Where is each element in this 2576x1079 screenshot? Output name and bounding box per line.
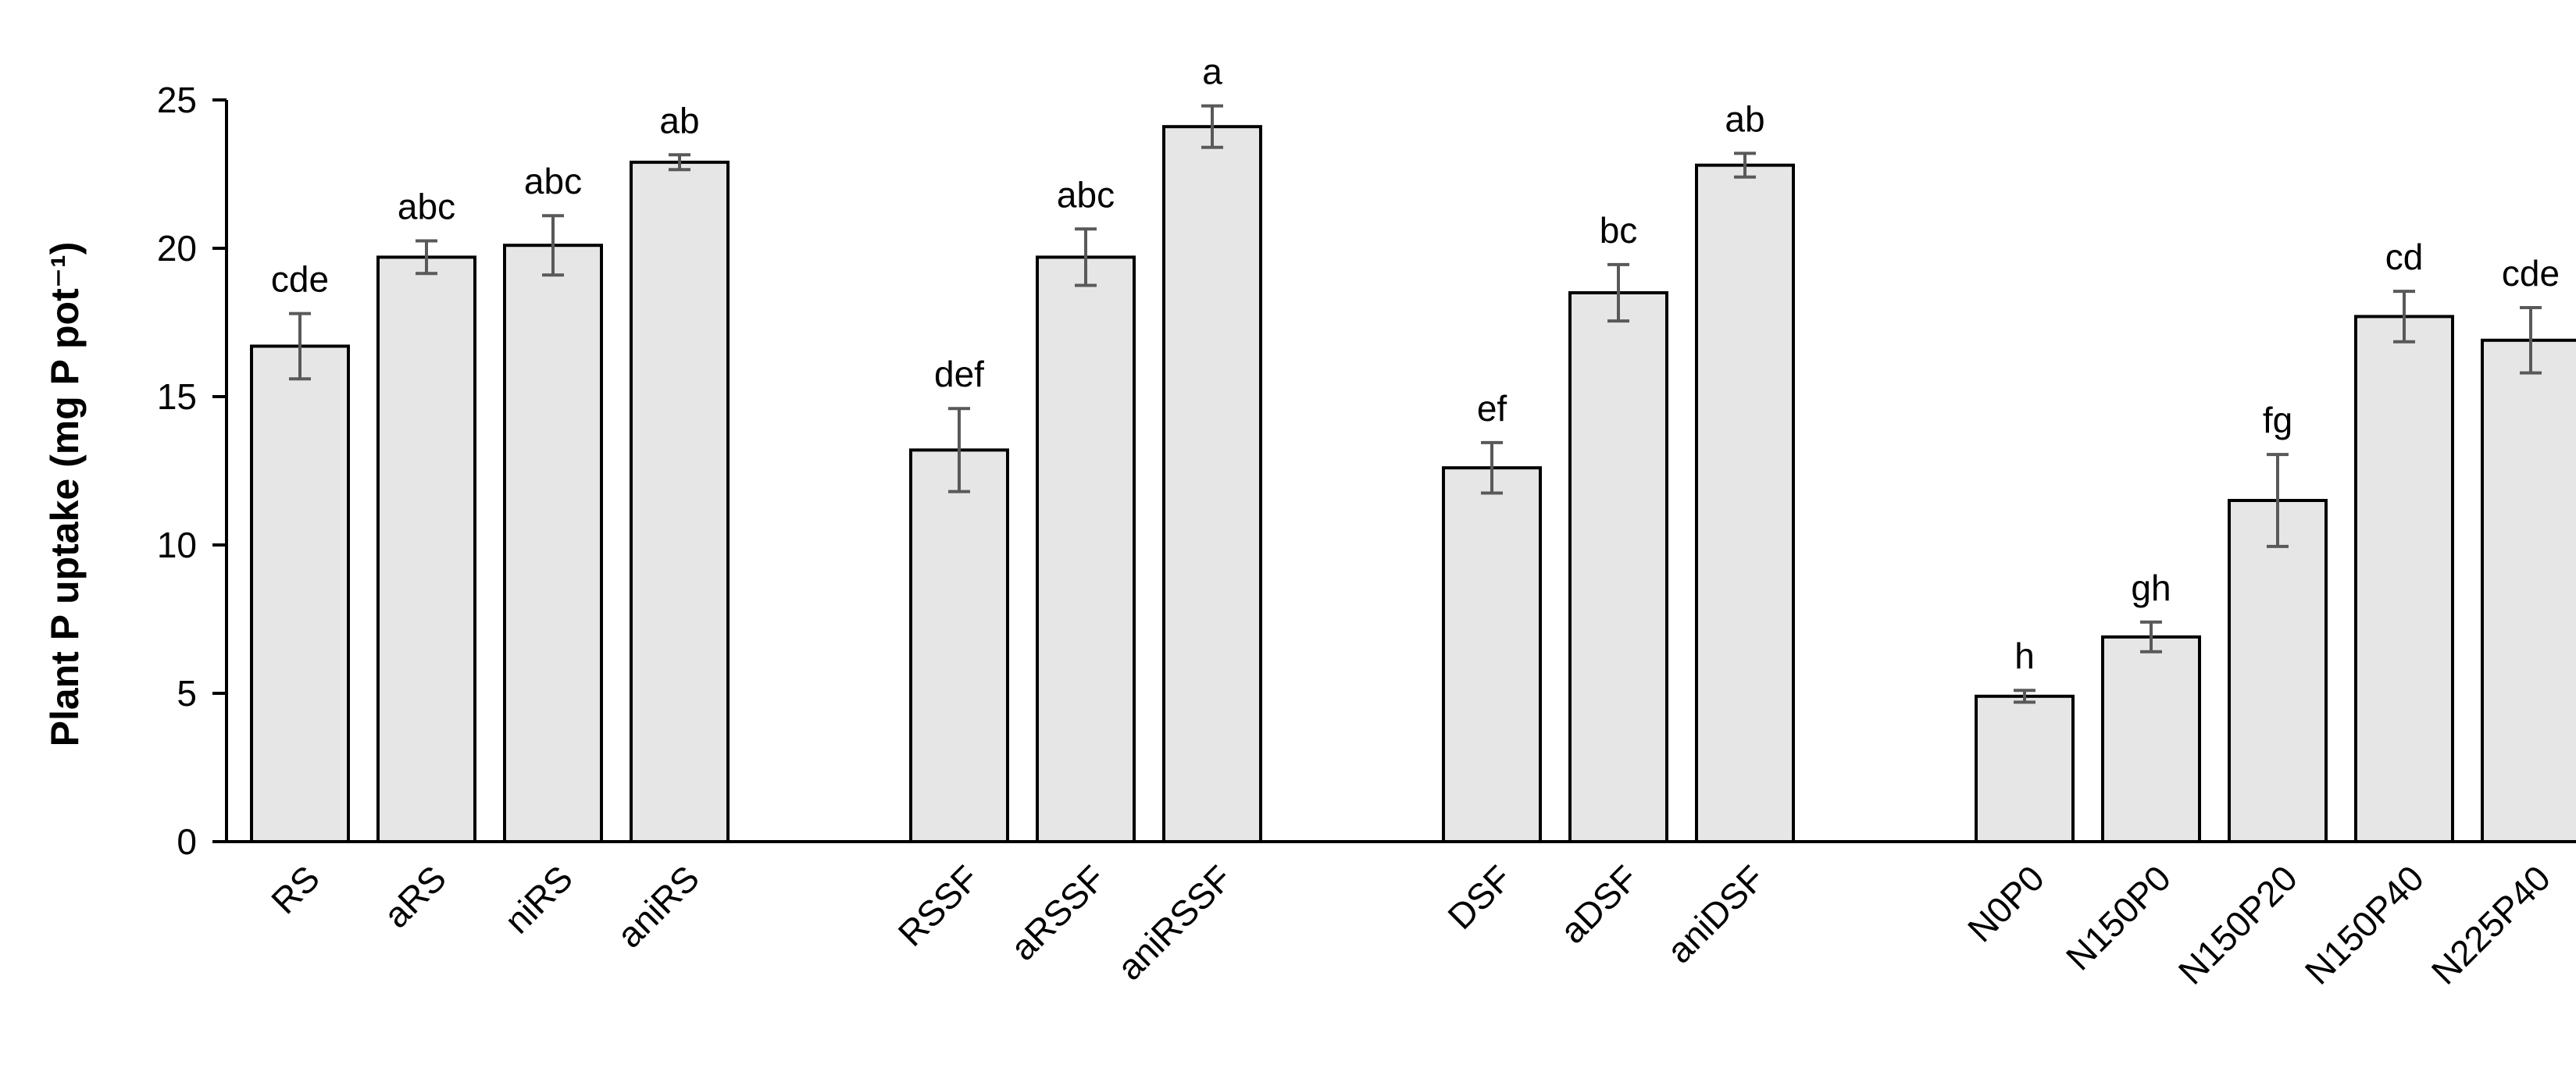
y-tick-label: 15 [157, 376, 197, 417]
error-bar [2520, 306, 2542, 375]
bar [503, 244, 603, 843]
significance-letter: a [1202, 52, 1222, 92]
error-bar [1481, 440, 1503, 495]
x-category-label: aRSSF [1002, 857, 1113, 968]
x-category-label: RS [263, 857, 327, 921]
y-axis-title: Plant P uptake (mg P pot⁻¹) [43, 242, 87, 747]
bar [2354, 315, 2454, 843]
x-category-label: aRS [376, 857, 454, 935]
error-bar [1607, 262, 1629, 323]
y-tick-label: 10 [157, 525, 197, 565]
y-tick-label: 20 [157, 228, 197, 269]
bar [2228, 499, 2328, 843]
significance-letter: ab [659, 100, 699, 141]
significance-letter: cde [2502, 253, 2560, 294]
x-category-label: aniRS [609, 857, 707, 955]
significance-letter: def [934, 354, 984, 394]
significance-letter: gh [2131, 568, 2171, 608]
x-category-label: N0P0 [1960, 857, 2052, 949]
x-category-label: N150P0 [2058, 857, 2178, 978]
bar [1442, 466, 1542, 843]
significance-letter: abc [1057, 174, 1115, 215]
bar [376, 255, 476, 843]
significance-letter: ab [1725, 98, 1764, 139]
significance-letter: abc [524, 161, 582, 201]
x-category-label: niRS [497, 857, 580, 941]
bar [2101, 635, 2201, 843]
significance-letter: ef [1477, 388, 1507, 429]
error-bar [948, 407, 970, 493]
y-tick-label: 25 [157, 80, 197, 120]
x-category-label: N225P40 [2424, 857, 2558, 992]
bar [1162, 125, 1262, 843]
error-bar [2267, 453, 2289, 548]
significance-letter: abc [398, 187, 455, 227]
error-bar [2014, 689, 2035, 704]
error-bar [542, 214, 564, 277]
y-axis: 0 5 10 15 20 25 [157, 80, 228, 862]
y-tick-label: 5 [177, 673, 197, 714]
bar [909, 448, 1009, 844]
error-bar [416, 239, 437, 276]
x-category-label: DSF [1440, 857, 1519, 937]
significance-letters: cde abc abc ab def abc a ef bc ab h gh fg cd cde [271, 52, 2560, 677]
error-bar [2140, 620, 2162, 653]
error-bar [1075, 227, 1097, 287]
bar [250, 344, 350, 843]
bar [1568, 291, 1668, 843]
significance-letter: h [2014, 636, 2035, 676]
x-category-label: aDSF [1552, 857, 1646, 951]
error-bar [1201, 104, 1223, 149]
error-bar [2393, 290, 2415, 344]
error-bar [1734, 151, 1756, 179]
error-bar [289, 312, 311, 381]
bar [1036, 255, 1136, 843]
significance-letter: cd [2385, 237, 2424, 277]
x-category-label: N150P40 [2297, 857, 2432, 992]
x-category-label: aniRSSF [1109, 857, 1240, 988]
bar [2481, 338, 2576, 843]
y-tick-label: 0 [177, 821, 197, 862]
error-bar [669, 153, 690, 172]
x-category-label: N150P20 [2171, 857, 2305, 992]
x-category-label: aniDSF [1659, 857, 1772, 970]
x-category-label: RSSF [890, 857, 987, 954]
bar [1975, 694, 2075, 843]
significance-letter: bc [1600, 210, 1638, 251]
significance-letter: cde [271, 259, 329, 300]
error-bars [289, 104, 2542, 704]
bar [1695, 163, 1795, 844]
bars [250, 125, 2576, 844]
bar [630, 160, 730, 844]
significance-letter: fg [2263, 400, 2292, 440]
